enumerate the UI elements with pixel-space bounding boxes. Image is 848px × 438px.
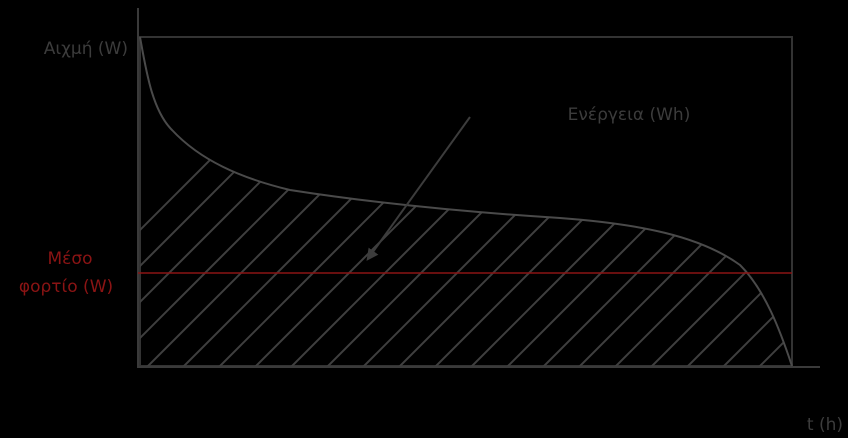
hatch-line [791, 37, 792, 366]
load-curve [139, 36, 793, 367]
hatch-line [683, 37, 792, 366]
hatch-line [575, 37, 792, 366]
energy-pointer-arrow [366, 116, 471, 261]
hatch-line [503, 37, 792, 366]
hatch-line [611, 37, 792, 366]
hatch-line [828, 10, 848, 370]
chart-frame [139, 36, 793, 367]
average-load-label-line2: φορτίο (W) [19, 277, 113, 297]
average-load-label-line1: Μέσο [47, 249, 92, 269]
hatch-line [539, 37, 792, 366]
hatch-line [755, 37, 792, 366]
hatch-line [647, 37, 792, 366]
peak-label: Αιχμή (W) [44, 39, 128, 59]
energy-hatch-area [140, 10, 848, 370]
energy-label: Ενέργεια (Wh) [568, 105, 691, 125]
time-axis-label: t (h) [807, 415, 843, 435]
